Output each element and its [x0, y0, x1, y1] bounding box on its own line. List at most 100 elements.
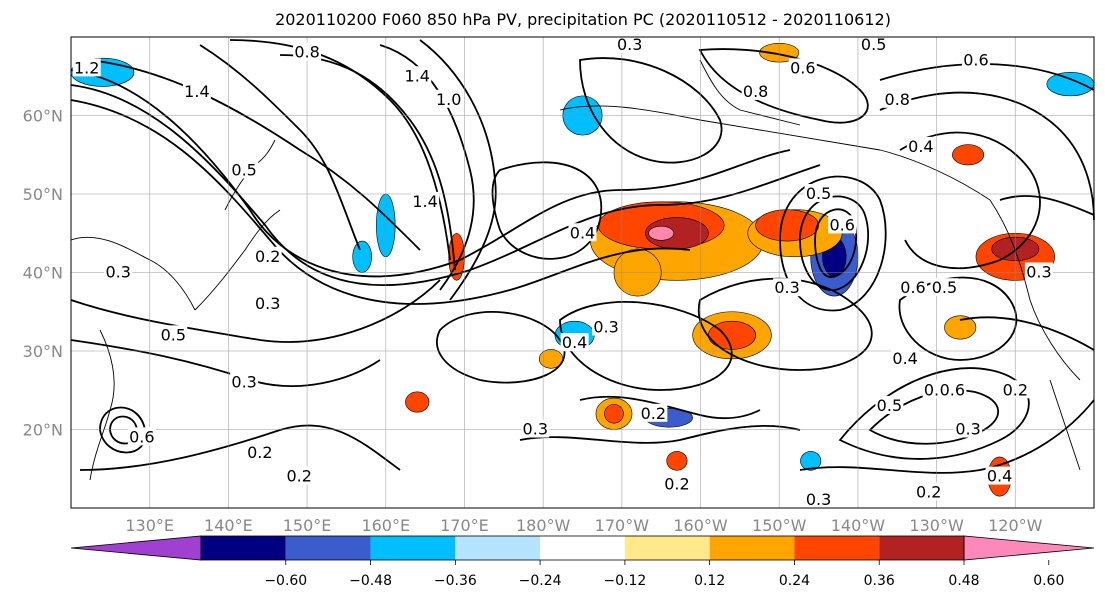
lat-tick-label: 40°N	[23, 264, 63, 283]
contour-label-bg	[230, 372, 259, 391]
contour-label: 0.3	[592, 317, 621, 336]
contour-label: 1.0	[434, 89, 463, 109]
contour-label-bg	[773, 278, 802, 297]
contour-line	[70, 99, 691, 305]
contour-label: 0.5	[930, 278, 959, 297]
contour-label-bg	[253, 246, 282, 265]
contour-line	[879, 63, 1095, 91]
contour-label-text: 0.8	[885, 90, 910, 109]
contour-label: 0.5	[804, 184, 833, 203]
contour-label-text: 1.4	[405, 66, 430, 85]
contour-label: 0.6	[127, 427, 156, 446]
contour-label-bg	[592, 317, 621, 336]
colorbar-segment	[879, 536, 964, 560]
contour-label-text: 1.0	[436, 90, 461, 109]
contour-label: 0.4	[985, 466, 1014, 486]
lon-tick-label: 130°E	[125, 516, 174, 535]
contour-label-text: 0.8	[294, 43, 319, 62]
contour-label-bg	[788, 58, 817, 77]
coastline	[194, 209, 281, 311]
contour-label-bg	[938, 380, 967, 399]
contour-line	[579, 395, 761, 420]
contour-label-bg	[961, 50, 990, 69]
contour-label-bg	[72, 58, 101, 77]
contour-label-bg	[127, 427, 156, 446]
contour-label-text: 0.2	[286, 467, 311, 486]
contour-label-bg	[182, 81, 211, 100]
contour-line	[436, 311, 566, 384]
contour-label: 0.2	[253, 246, 282, 266]
contour-label-text: 1.4	[412, 192, 437, 211]
colorbar-segment	[540, 536, 625, 560]
contour-label-bg	[104, 262, 133, 281]
precip-shade	[666, 451, 688, 471]
contour-label-bg	[245, 443, 274, 462]
contour-label: 0.3	[230, 372, 259, 391]
map-title: 2020110200 F060 850 hPa PV, precipitatio…	[275, 10, 891, 29]
lat-tick-label: 30°N	[23, 342, 63, 361]
lon-tick-label: 150°W	[752, 516, 807, 535]
contour-label-text: 0.2	[255, 247, 280, 266]
contour-label-text: 0.6	[940, 380, 965, 399]
contour-label: 0.2	[662, 474, 691, 493]
contour-line	[491, 161, 603, 260]
contour-label-bg	[403, 66, 432, 85]
contour-label: 0.4	[891, 348, 920, 368]
contour-label-text: 0.6	[790, 58, 815, 77]
contour-labels: 1.2 1.4 0.8 1.4 1.0 1.4 0.5 0.2 0.3 0.5 0.3 0.4 0.3 0…	[72, 34, 1053, 509]
contour-label: 0.5	[875, 395, 904, 415]
contour-label-bg	[560, 333, 589, 352]
contour-label: 0.8	[293, 42, 322, 62]
contour-label: 0.6	[828, 215, 857, 234]
contour-label-bg	[1001, 380, 1030, 399]
contour-line	[89, 59, 421, 251]
contour-label-text: 0.3	[523, 420, 548, 439]
contour-line	[279, 54, 456, 271]
contour-line	[70, 279, 441, 343]
contour-line	[79, 424, 401, 471]
colorbar-segment	[285, 536, 371, 560]
contour-label-text: 0.6	[900, 278, 925, 297]
map-plot-area: 1.2 1.4 0.8 1.4 1.0 1.4 0.5 0.2 0.3 0.5 0.3 0.4 0.3 0…	[70, 34, 1095, 509]
contour-label-text: 0.3	[255, 294, 280, 313]
contour-label: 0.6	[899, 278, 928, 297]
colorbar-tick-label: 0.60	[1033, 573, 1064, 589]
lon-tick-label: 140°W	[831, 516, 886, 535]
colorbar: −0.60 −0.48 −0.36 −0.24 −0.12 0.12 0.24 0.36 0.4…	[70, 535, 1095, 589]
contour-label-text: 0.4	[562, 333, 587, 352]
coastline	[1049, 379, 1081, 471]
contour-label-text: 0.2	[1003, 380, 1028, 399]
contour-label-text: 0.4	[570, 223, 595, 242]
contour-label-bg	[568, 223, 597, 242]
precip-shade	[952, 144, 985, 166]
contour-label: 0.6	[938, 380, 967, 399]
contour-label: 0.2	[639, 403, 668, 423]
lat-tick-label: 50°N	[23, 185, 63, 204]
contour-label-bg	[914, 482, 943, 501]
contour-label-bg	[159, 325, 188, 344]
lat-tick-label: 20°N	[23, 421, 63, 440]
precip-shade	[944, 315, 977, 340]
contour-label-text: 0.3	[774, 278, 799, 297]
precip-shade	[352, 240, 372, 273]
contour-label: 0.3	[804, 490, 833, 509]
colorbar-tick-label: −0.60	[264, 573, 307, 589]
coastline	[559, 105, 991, 201]
contour-label-bg	[985, 466, 1014, 485]
contour-label: 0.4	[568, 223, 597, 242]
colorbar-segment	[370, 536, 456, 560]
contour-label-text: 0.5	[932, 278, 957, 297]
colorbar-tick-label: 0.24	[779, 573, 810, 589]
colorbar-segment	[455, 536, 541, 560]
contour-label-text: 0.5	[806, 184, 831, 203]
colorbar-tick-label: −0.12	[603, 573, 646, 589]
contour-label-text: 0.2	[641, 404, 666, 423]
contour-label-bg	[253, 293, 282, 312]
contour-line	[898, 276, 1018, 361]
contour-label-bg	[521, 419, 550, 438]
precip-shade	[604, 404, 624, 424]
lon-tick-label: 140°E	[204, 516, 253, 535]
contour-line	[70, 69, 791, 278]
contour-line	[959, 316, 1095, 351]
